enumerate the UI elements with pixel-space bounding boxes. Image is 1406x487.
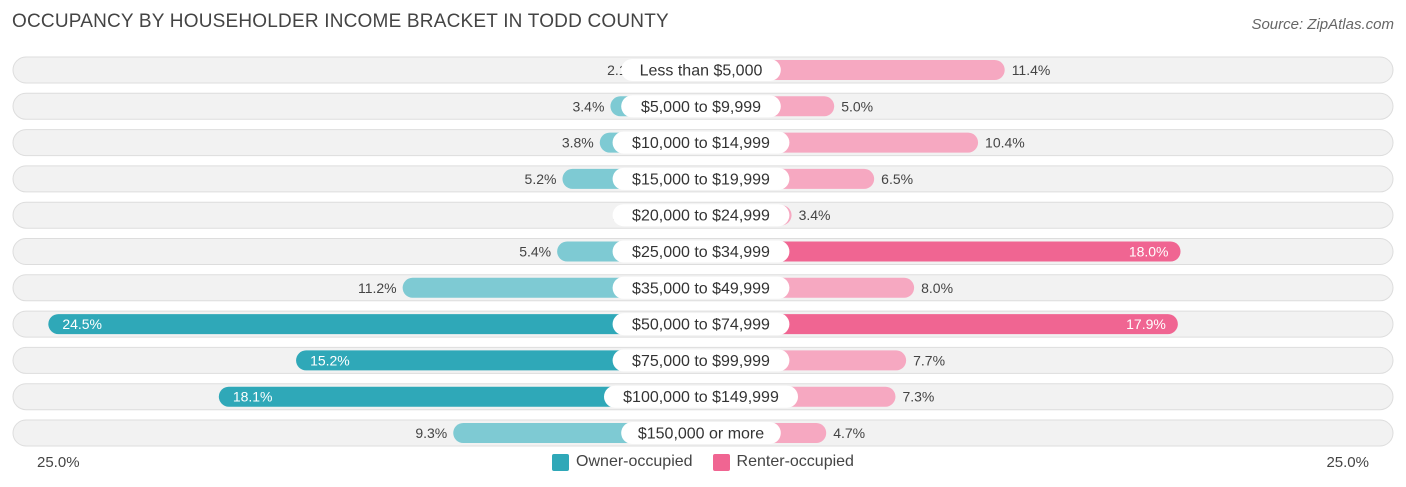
category-label: $50,000 to $74,999 [632, 317, 770, 334]
renter-bar [701, 241, 1181, 262]
renter-value-label: 17.9% [1126, 316, 1166, 332]
category-label: $10,000 to $14,999 [632, 135, 770, 152]
legend-renter: Renter-occupied [712, 453, 854, 471]
category-label: $150,000 or more [638, 426, 764, 443]
renter-value-label: 11.4% [1012, 62, 1051, 78]
axis-right-label: 25.0% [1326, 454, 1369, 471]
chart-title: OCCUPANCY BY HOUSEHOLDER INCOME BRACKET … [12, 11, 669, 32]
renter-value-label: 7.3% [902, 389, 934, 405]
legend-renter-swatch [712, 453, 730, 471]
owner-bar [48, 314, 701, 335]
category-label: $75,000 to $99,999 [632, 353, 770, 370]
owner-value-label: 3.4% [573, 98, 605, 114]
source-label: Source: ZipAtlas.com [1251, 16, 1394, 33]
renter-value-label: 6.5% [881, 171, 913, 187]
owner-value-label: 18.1% [233, 389, 273, 405]
legend-owner: Owner-occupied [552, 453, 693, 471]
category-label: $100,000 to $149,999 [623, 389, 779, 406]
legend-owner-swatch [552, 453, 570, 471]
category-label: $15,000 to $19,999 [632, 171, 770, 188]
category-label-bg [621, 422, 781, 444]
renter-value-label: 18.0% [1129, 244, 1169, 260]
renter-value-label: 7.7% [913, 352, 945, 368]
category-label-bg [612, 240, 790, 263]
owner-value-label: 5.2% [525, 171, 557, 187]
renter-value-label: 5.0% [841, 98, 873, 114]
owner-bar [296, 350, 701, 371]
owner-bar [218, 386, 702, 407]
renter-value-label: 8.0% [921, 280, 953, 296]
category-label: Less than $5,000 [640, 63, 763, 80]
category-label-bg [621, 59, 781, 81]
category-label-bg [612, 204, 790, 227]
category-label-bg [604, 385, 798, 408]
category-label: $25,000 to $34,999 [632, 244, 770, 261]
category-label-bg [621, 95, 781, 118]
owner-value-label: 15.2% [310, 352, 350, 368]
owner-value-label: 9.3% [415, 425, 447, 441]
renter-value-label: 10.4% [985, 135, 1025, 151]
owner-value-label: 5.4% [519, 244, 551, 260]
category-label: $35,000 to $49,999 [632, 280, 770, 297]
renter-value-label: 3.4% [799, 207, 831, 223]
legend-renter-label: Renter-occupied [736, 453, 854, 470]
legend-owner-label: Owner-occupied [576, 453, 693, 470]
category-label-bg [612, 131, 790, 154]
category-label: $5,000 to $9,999 [641, 99, 761, 116]
category-label: $20,000 to $24,999 [632, 208, 770, 225]
axis-left-label: 25.0% [37, 454, 80, 471]
legend: Owner-occupied Renter-occupied [0, 453, 1406, 471]
category-label-bg [612, 349, 790, 372]
renter-value-label: 4.7% [833, 425, 865, 441]
owner-value-label: 3.8% [562, 135, 594, 151]
owner-value-label: 24.5% [62, 316, 102, 332]
category-label-bg [612, 313, 790, 336]
owner-value-label: 11.2% [358, 280, 397, 296]
renter-bar [701, 314, 1178, 335]
category-label-bg [612, 167, 790, 190]
category-label-bg [612, 276, 790, 299]
